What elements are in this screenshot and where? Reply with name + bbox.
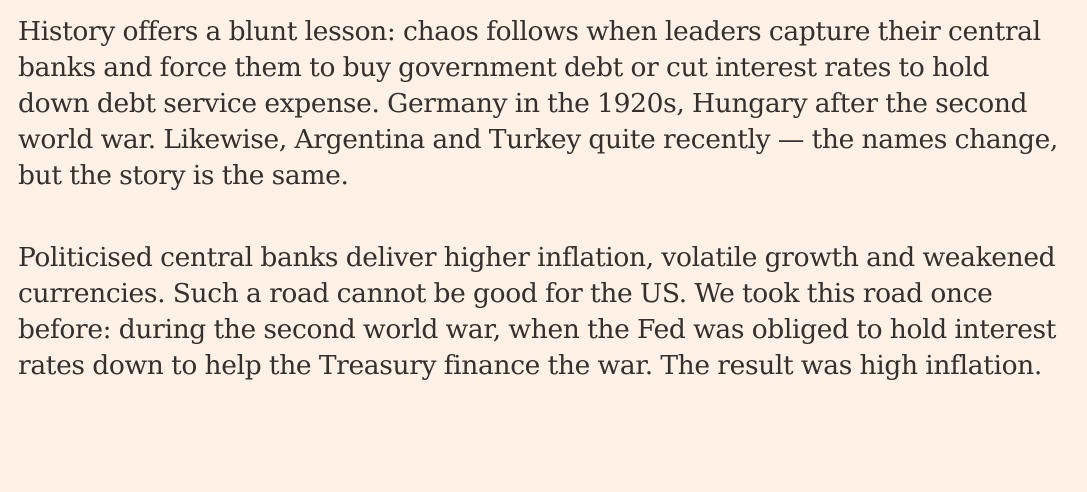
- article-body: History offers a blunt lesson: chaos fol…: [18, 14, 1068, 384]
- paragraph-line: but the story is the same.: [18, 160, 349, 191]
- paragraph-line: rates down to help the Treasury finance …: [18, 350, 1042, 381]
- paragraph-politicised-banks: Politicised central banks deliver higher…: [18, 240, 1068, 384]
- paragraph-history-lesson: History offers a blunt lesson: chaos fol…: [18, 14, 1068, 194]
- paragraph-line: world war. Likewise, Argentina and Turke…: [18, 124, 1058, 155]
- paragraph-line: History offers a blunt lesson: chaos fol…: [18, 16, 1041, 47]
- paragraph-line: banks and force them to buy government d…: [18, 52, 990, 83]
- paragraph-line: currencies. Such a road cannot be good f…: [18, 278, 993, 309]
- paragraph-line: Politicised central banks deliver higher…: [18, 242, 1056, 273]
- paragraph-line: down debt service expense. Germany in th…: [18, 88, 1028, 119]
- paragraph-line: before: during the second world war, whe…: [18, 314, 1057, 345]
